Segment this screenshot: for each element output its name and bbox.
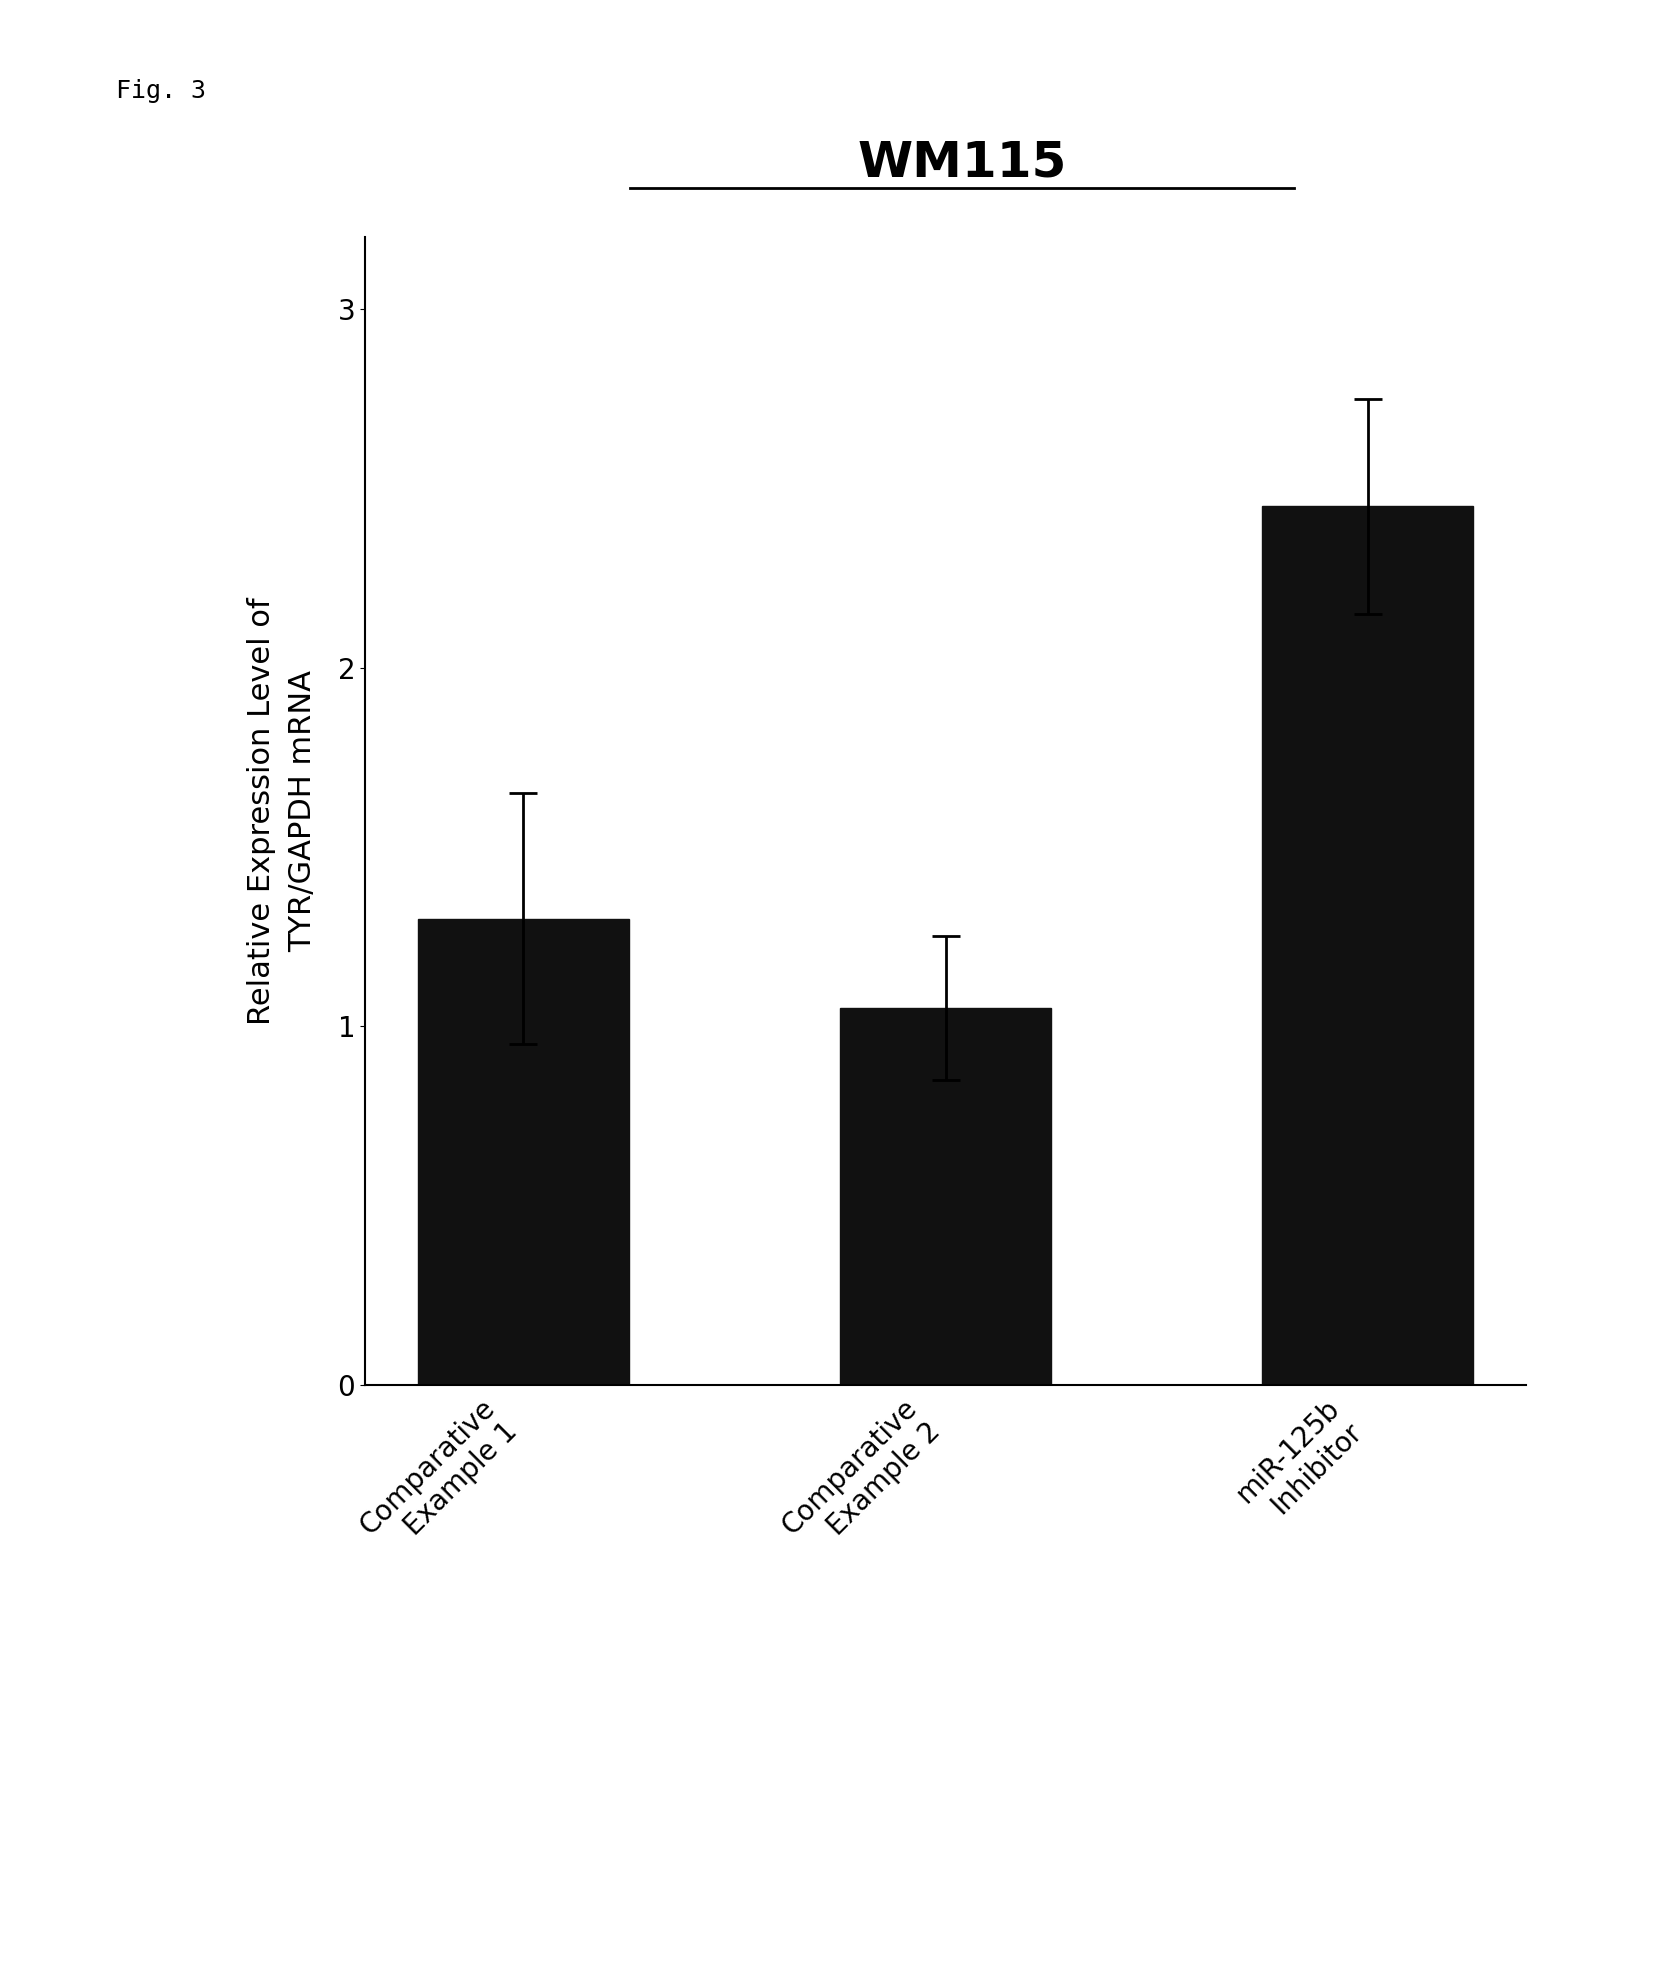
Bar bbox=[1262, 506, 1473, 1385]
Bar bbox=[839, 1009, 1052, 1385]
Y-axis label: Relative Expression Level of
TYR/GAPDH mRNA: Relative Expression Level of TYR/GAPDH m… bbox=[247, 597, 317, 1025]
Bar bbox=[418, 918, 629, 1385]
Text: Fig. 3: Fig. 3 bbox=[116, 79, 206, 103]
Text: WM115: WM115 bbox=[858, 138, 1067, 186]
